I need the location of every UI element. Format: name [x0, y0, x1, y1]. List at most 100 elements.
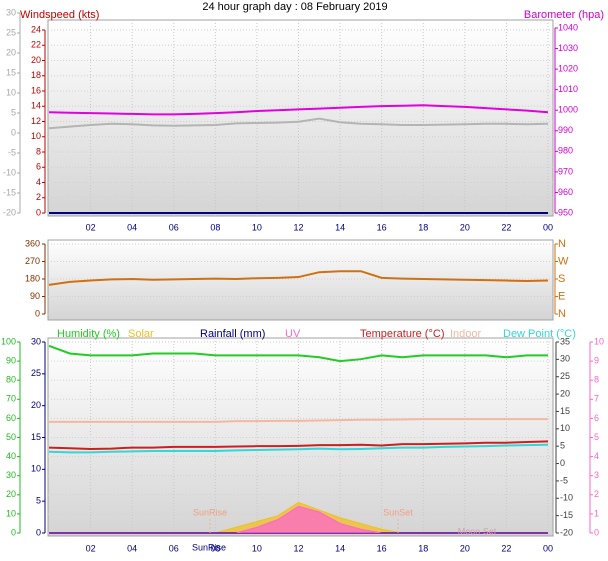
- y-tick-label: -20: [560, 527, 573, 537]
- y-tick-label: 15: [31, 432, 41, 442]
- y-tick-label: 10: [6, 87, 16, 97]
- y-tick-label: 5: [11, 107, 16, 117]
- y-tick-label: 270: [25, 256, 40, 266]
- y-tick-label: 5: [594, 432, 599, 442]
- y-tick-label: 10: [6, 508, 16, 518]
- y-tick-label: 15: [6, 67, 16, 77]
- y-tick-label: 18: [31, 70, 41, 80]
- x-tick-label: 08: [210, 222, 220, 232]
- x-tick-label: 10: [252, 222, 262, 232]
- y-tick-label: 0: [11, 527, 16, 537]
- legend-label: Rainfall (mm): [200, 328, 265, 340]
- x-tick-label: 18: [418, 543, 428, 553]
- y-tick-label: -15: [560, 510, 573, 520]
- y-tick-label: 0: [36, 207, 41, 217]
- legend-label: Humidity (%): [57, 328, 120, 340]
- x-tick-label: 22: [501, 543, 511, 553]
- y-tick-label: 20: [31, 400, 41, 410]
- y-tick-label: 30: [560, 354, 570, 364]
- y-tick-label: 20: [560, 388, 570, 398]
- sunrise-time-label: SunRise: [192, 542, 226, 552]
- y-tick-label: -5: [8, 147, 16, 157]
- x-tick-label: 14: [335, 222, 345, 232]
- y-tick-label: 1030: [558, 43, 578, 53]
- y-tick-label: 40: [6, 451, 16, 461]
- y-tick-label: 70: [6, 394, 16, 404]
- x-tick-label: 12: [293, 222, 303, 232]
- x-tick-label: 00: [543, 543, 553, 553]
- x-tick-label: 14: [335, 543, 345, 553]
- y-tick-label: 10: [31, 464, 41, 474]
- y-tick-label: 12: [31, 116, 41, 126]
- y-tick-label: 990: [558, 125, 573, 135]
- y-tick-label: 4: [36, 177, 41, 187]
- y-tick-label: 6: [36, 162, 41, 172]
- y-tick-label: 0: [36, 527, 41, 537]
- y-tick-label: 16: [31, 85, 41, 95]
- y-tick-label: 25: [6, 27, 16, 37]
- y-tick-label: 25: [560, 371, 570, 381]
- y-tick-label: 60: [6, 413, 16, 423]
- y-tick-label: -5: [560, 475, 568, 485]
- y-tick-label: 6: [594, 413, 599, 423]
- y-tick-label: 30: [31, 336, 41, 346]
- y-tick-label: 10: [31, 131, 41, 141]
- y-tick-label: 14: [31, 101, 41, 111]
- y-tick-label: 1: [594, 508, 599, 518]
- y-tick-label: N: [558, 308, 566, 320]
- x-tick-label: 06: [169, 543, 179, 553]
- x-tick-label: 02: [86, 543, 96, 553]
- x-tick-label: 20: [460, 222, 470, 232]
- moonset-label: Moon Set: [458, 526, 497, 536]
- y-tick-label: 1020: [558, 63, 578, 73]
- y-tick-label: 22: [31, 40, 41, 50]
- y-tick-label: 4: [594, 451, 599, 461]
- y-tick-label: 2: [594, 489, 599, 499]
- y-tick-label: -20: [3, 207, 16, 217]
- y-tick-label: 8: [36, 146, 41, 156]
- y-tick-label: 5: [560, 441, 565, 451]
- y-tick-label: 0: [11, 127, 16, 137]
- axis-title: Windspeed (kts): [20, 9, 99, 21]
- y-tick-label: 1040: [558, 22, 578, 32]
- y-tick-label: 0: [594, 527, 599, 537]
- y-tick-label: 10: [560, 423, 570, 433]
- y-tick-label: 100: [1, 336, 16, 346]
- x-tick-label: 16: [377, 543, 387, 553]
- x-tick-label: 12: [293, 543, 303, 553]
- y-tick-label: 3: [594, 470, 599, 480]
- chart-title: 24 hour graph day : 08 February 2019: [202, 1, 387, 13]
- y-tick-label: 950: [558, 207, 573, 217]
- series-line: [48, 344, 548, 363]
- sunrise-label: SunRise: [193, 507, 227, 517]
- x-tick-label: 00: [543, 222, 553, 232]
- y-tick-label: 7: [594, 394, 599, 404]
- y-tick-label: 30: [6, 7, 16, 17]
- legend-label: Indoor: [450, 328, 482, 340]
- y-tick-label: -10: [560, 493, 573, 503]
- y-tick-label: 30: [6, 470, 16, 480]
- x-tick-label: 10: [252, 543, 262, 553]
- y-tick-label: 90: [30, 291, 40, 301]
- series-line: [49, 418, 548, 423]
- x-tick-label: 16: [377, 222, 387, 232]
- axis-title: Barometer (hpa): [524, 9, 604, 21]
- y-tick-label: 8: [594, 375, 599, 385]
- y-tick-label: 50: [6, 432, 16, 442]
- series-line: [48, 443, 549, 454]
- y-tick-label: E: [558, 290, 565, 302]
- y-tick-label: 980: [558, 146, 573, 156]
- x-tick-label: 02: [86, 222, 96, 232]
- legend-label: Solar: [128, 328, 154, 340]
- series-line: [48, 440, 549, 450]
- y-tick-label: 1000: [558, 105, 578, 115]
- y-tick-label: S: [558, 273, 565, 285]
- y-tick-label: 20: [6, 47, 16, 57]
- y-tick-label: 180: [25, 273, 40, 283]
- y-tick-label: 5: [36, 496, 41, 506]
- x-tick-label: 04: [127, 543, 137, 553]
- y-tick-label: 25: [31, 368, 41, 378]
- legend-label: Dew Point (°C): [503, 328, 576, 340]
- y-tick-label: N: [558, 238, 566, 250]
